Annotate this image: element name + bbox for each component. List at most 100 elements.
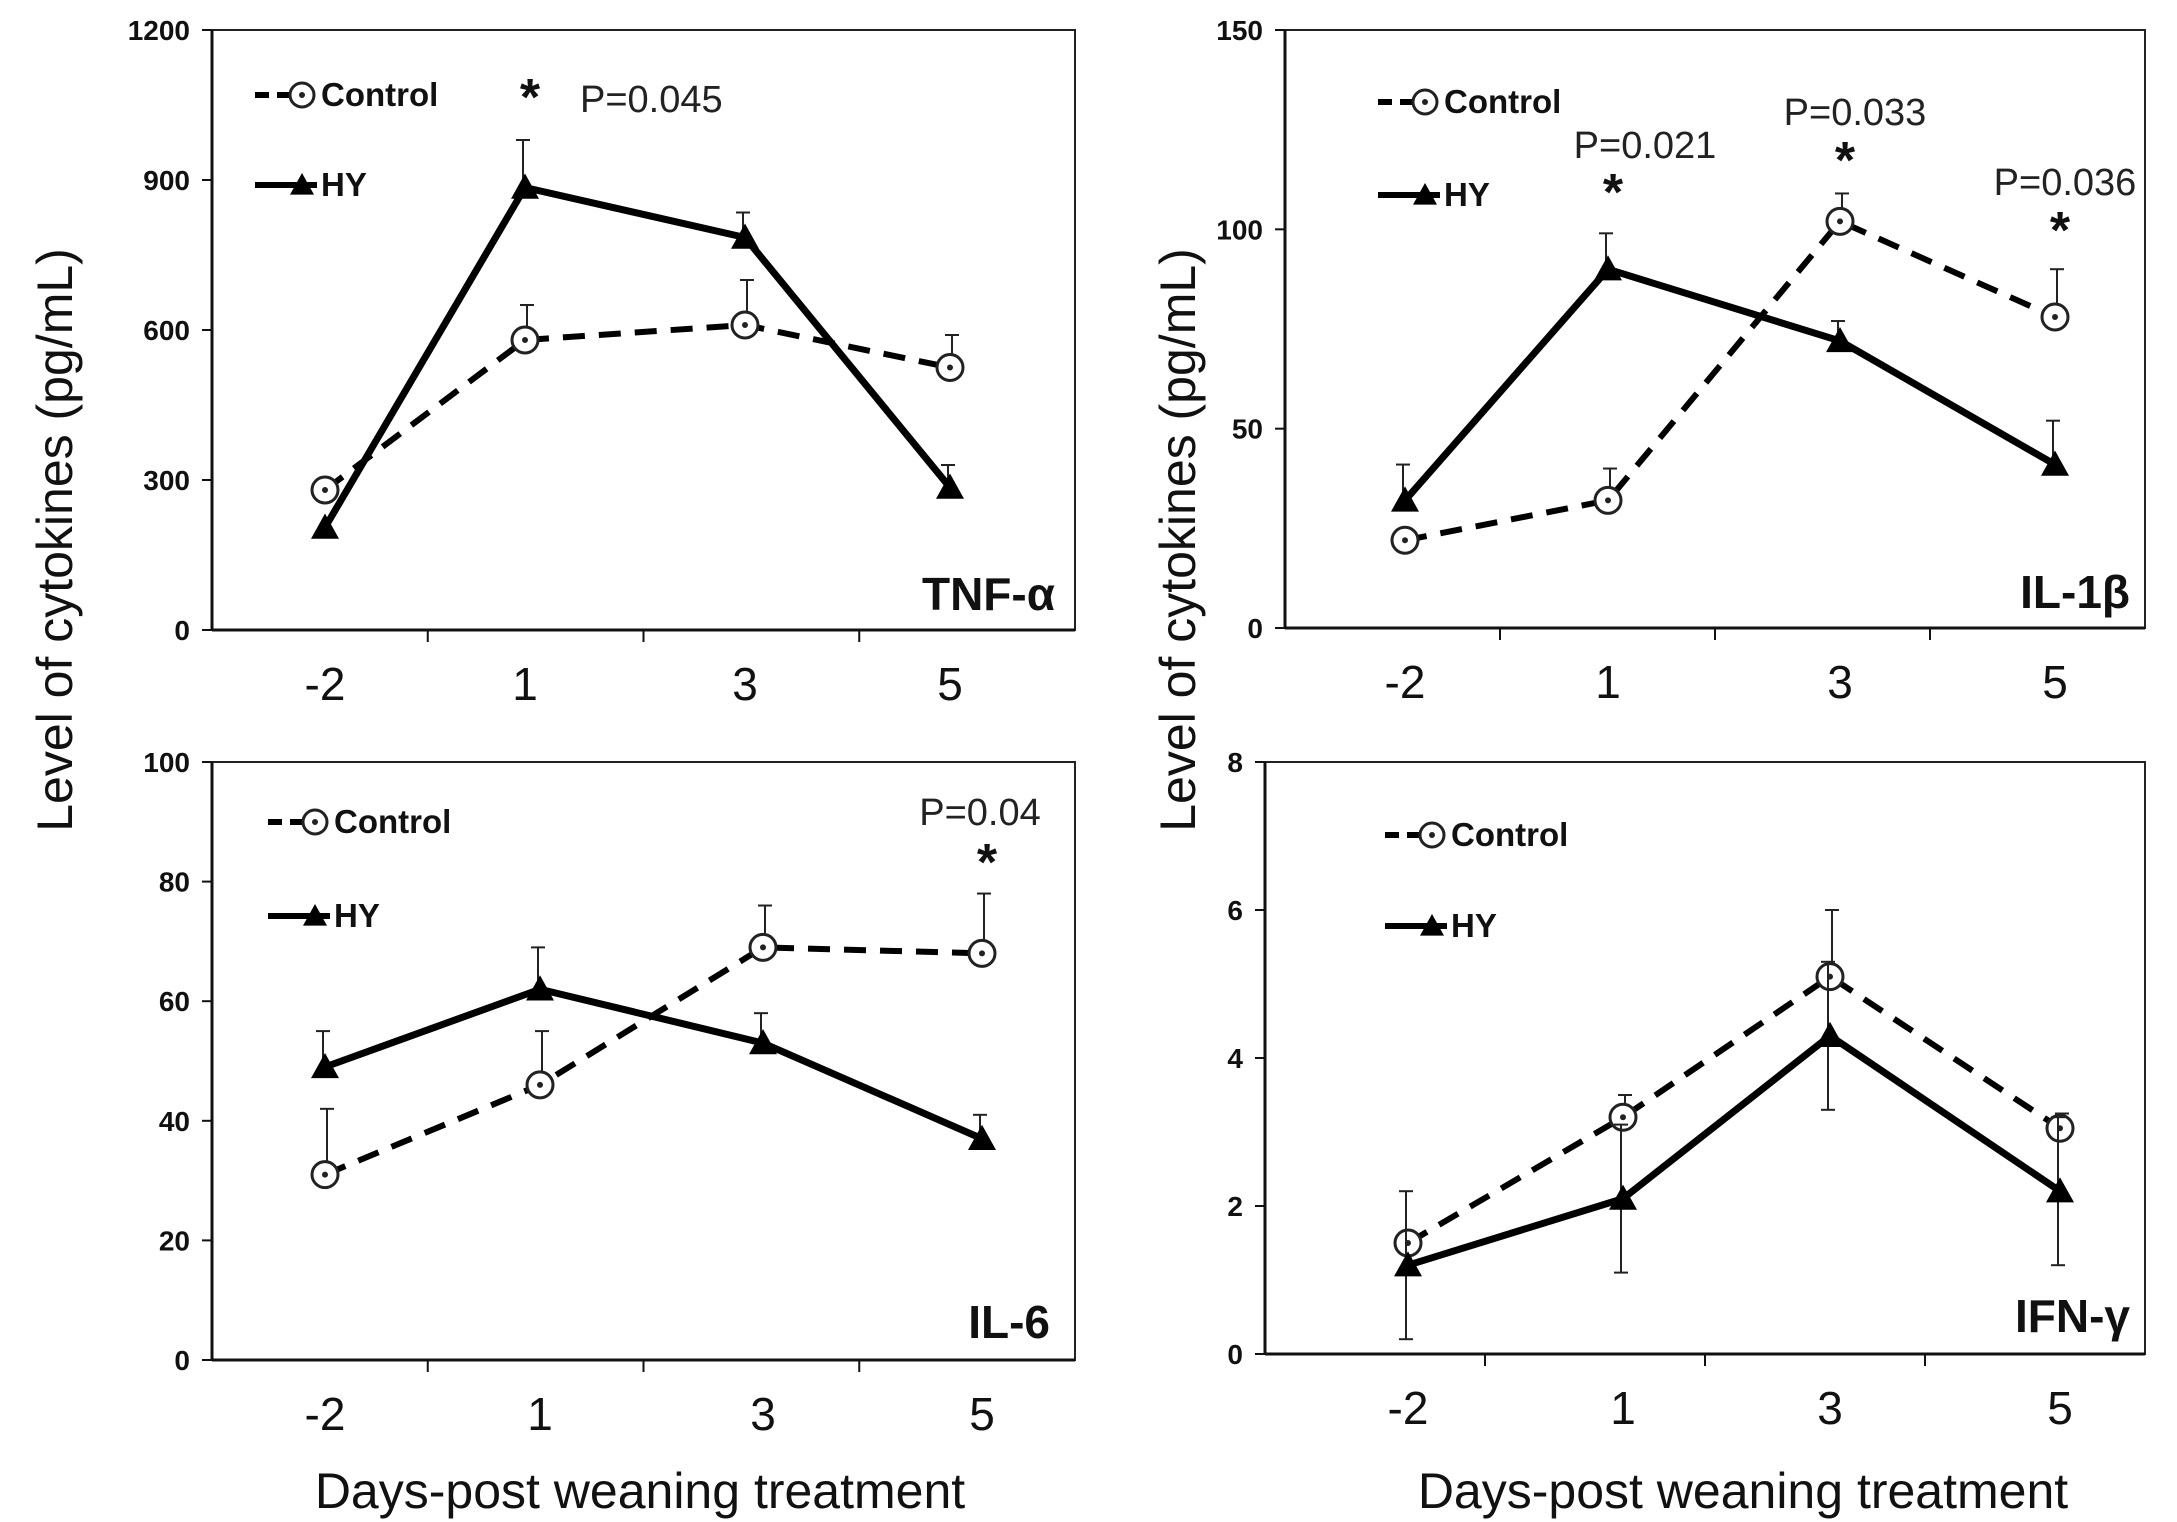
x-tick-label: 5 [2042,656,2068,708]
legend-label-hy: HY [1444,176,1490,213]
data-point-hy [511,173,539,199]
data-point-control-center [742,322,748,328]
x-tick-label: 1 [1595,656,1621,708]
legend-label-control: Control [1451,816,1568,853]
significance-star: * [1835,132,1856,190]
y-tick-label: 6 [1227,895,1243,926]
p-value-label: P=0.021 [1574,125,1717,167]
y-tick-label: 4 [1227,1043,1243,1074]
data-point-control-center [979,950,985,957]
y-tick-label: 0 [174,615,190,646]
data-point-control-center [1605,497,1611,504]
y-tick-label: 150 [1216,15,1263,46]
y-tick-label: 20 [159,1225,190,1256]
data-point-hy [311,513,339,539]
data-point-hy [526,975,554,1001]
data-point-control-center [522,337,528,343]
x-axis-title-right: Days-post weaning treatment [1418,1463,2068,1519]
data-point-control-center [947,364,953,371]
x-tick-label: 3 [1827,656,1853,708]
data-point-control-center [322,1171,328,1178]
legend-marker-hy [303,904,327,926]
x-tick-label: 1 [527,1388,553,1440]
y-tick-label: 50 [1232,414,1263,445]
significance-star: * [520,69,541,127]
legend-label-hy: HY [334,897,380,934]
data-point-hy [2046,1177,2074,1203]
series-line-hy [1406,1032,2062,1269]
x-tick-label: 1 [1610,1382,1636,1434]
y-tick-label: 40 [159,1106,190,1137]
x-tick-label: 3 [1817,1382,1843,1434]
series-line-control [1404,218,2057,544]
legend-marker-control-center [299,92,305,98]
p-value-label: P=0.036 [1994,162,2137,204]
data-point-hy [968,1124,996,1150]
legend-label-control: Control [334,803,451,840]
data-point-hy [936,473,964,499]
data-point-hy [1826,326,1854,353]
data-point-control-center [1402,537,1408,544]
data-point-hy [1594,255,1622,281]
x-axis-title-left: Days-post weaning treatment [315,1463,965,1519]
legend-label-hy: HY [1451,907,1497,944]
legend-label-control: Control [321,76,438,113]
data-point-control-center [1837,218,1843,225]
chart-panel-ifn-g: 0 2 4 6 8 -2 1 3 5 Control HY IFN-γ [1227,747,2146,1434]
plot-frame [1264,761,2146,1355]
x-tick-label: -2 [1385,656,1426,708]
data-point-control-center [760,944,766,951]
y-axis-title-right: Level of cytokines (pg/mL) [1150,248,1206,832]
data-point-hy [1816,1021,1844,1047]
legend-marker-control-center [1429,832,1435,838]
series-line-control [1406,973,2062,1246]
y-tick-label: 0 [174,1345,190,1376]
x-tick-label: -2 [305,658,346,710]
significance-star: * [1603,164,1624,222]
series-line-control [323,322,951,493]
data-point-hy [2041,450,2069,476]
p-value-label: P=0.04 [919,792,1041,834]
x-tick-label: 5 [969,1388,995,1440]
chart-panel-tnf-a: 0 300 600 900 1200 -2 1 3 5 Control HY TNF-α * P=0.04… [128,15,1076,710]
legend-label-hy: HY [321,166,367,203]
series-line-hy [1402,265,2057,503]
y-tick-label: 0 [1247,613,1263,644]
data-point-hy [1609,1184,1637,1210]
x-tick-label: 5 [2047,1382,2073,1434]
x-tick-label: 1 [512,658,538,710]
panel-label: IL-6 [968,1296,1050,1348]
legend-marker-hy [290,173,314,195]
y-tick-label: 80 [159,867,190,898]
data-point-control-center [2052,314,2058,321]
panel-label: IFN-γ [2015,1290,2130,1342]
data-point-hy [1394,1251,1422,1277]
series-line-control [323,944,983,1178]
significance-star: * [2050,202,2071,260]
y-tick-label: 600 [143,315,190,346]
y-tick-label: 100 [1216,214,1263,245]
x-tick-label: -2 [1388,1382,1429,1434]
legend-label-control: Control [1444,83,1561,120]
y-tick-label: 300 [143,465,190,496]
legend-marker-hy [1420,914,1444,936]
significance-star: * [977,834,998,892]
y-tick-label: 8 [1227,747,1243,778]
y-tick-label: 100 [143,747,190,778]
y-tick-label: 60 [159,986,190,1017]
x-tick-label: 3 [750,1388,776,1440]
legend-marker-control-center [312,819,318,825]
x-tick-label: -2 [305,1388,346,1440]
legend-marker-hy [1413,183,1437,205]
y-tick-label: 900 [143,165,190,196]
p-value-label: P=0.033 [1784,92,1927,134]
x-tick-label: 3 [732,658,758,710]
p-value-label: P=0.045 [580,79,723,121]
data-point-control-center [322,487,328,493]
panel-label: IL-1β [2020,566,2130,618]
data-point-control-center [1620,1114,1626,1121]
data-point-control-center [537,1081,543,1088]
